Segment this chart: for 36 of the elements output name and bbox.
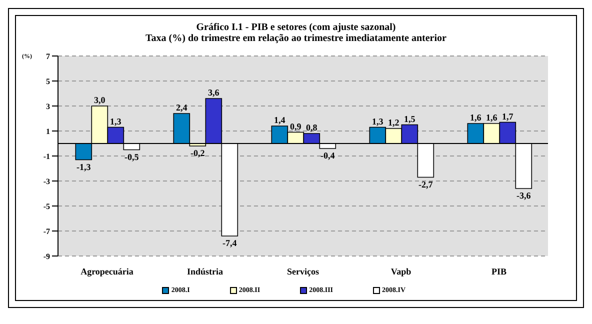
x-tick-label: Agropecuária (80, 266, 134, 276)
data-label: -0,4 (320, 150, 336, 160)
data-label: 1,2 (388, 118, 400, 128)
data-label: -1,3 (76, 162, 92, 172)
data-label: -0,2 (190, 148, 206, 158)
data-label: 3,6 (208, 88, 220, 98)
data-label: 1,6 (470, 112, 482, 122)
data-label: 1,3 (110, 116, 122, 126)
y-tick-label: 3 (46, 102, 50, 111)
data-label: 2,4 (176, 102, 188, 112)
data-label: -3,6 (516, 190, 532, 200)
x-tick-label: Vapb (390, 266, 412, 276)
data-label: 1,7 (502, 111, 514, 122)
chart-subtitle: Taxa (%) do trimestre em relação ao trimestre imediatamente anterior (144, 33, 448, 44)
x-tick-label: Serviços (287, 266, 320, 276)
chart-title: Gráfico I.1 - PIB e setores (com ajuste sazonal) (195, 22, 397, 33)
x-tick-label: PIB (491, 266, 507, 276)
y-tick-label: -5 (43, 202, 50, 211)
data-label: 1,5 (404, 114, 416, 124)
y-tick-label: 1 (46, 126, 50, 136)
data-label: 3,0 (94, 95, 106, 105)
data-label: 0,8 (306, 122, 318, 132)
data-label: -0,5 (124, 152, 140, 162)
y-tick-label: -1 (43, 152, 50, 161)
data-label: 1,3 (372, 116, 384, 126)
x-tick-label: Indústria (186, 266, 224, 276)
y-tick-label: 7 (46, 52, 50, 61)
data-label: -2,7 (418, 179, 434, 190)
y-tick-label: -7 (43, 226, 50, 236)
data-label: 1,6 (486, 112, 498, 122)
data-label: 1,4 (274, 115, 286, 125)
data-label: 0,9 (290, 121, 302, 132)
y-tick-label: -9 (43, 252, 50, 261)
y-tick-label: 5 (46, 76, 50, 86)
y-tick-label: -3 (43, 176, 50, 186)
data-label: -7,4 (222, 238, 238, 248)
